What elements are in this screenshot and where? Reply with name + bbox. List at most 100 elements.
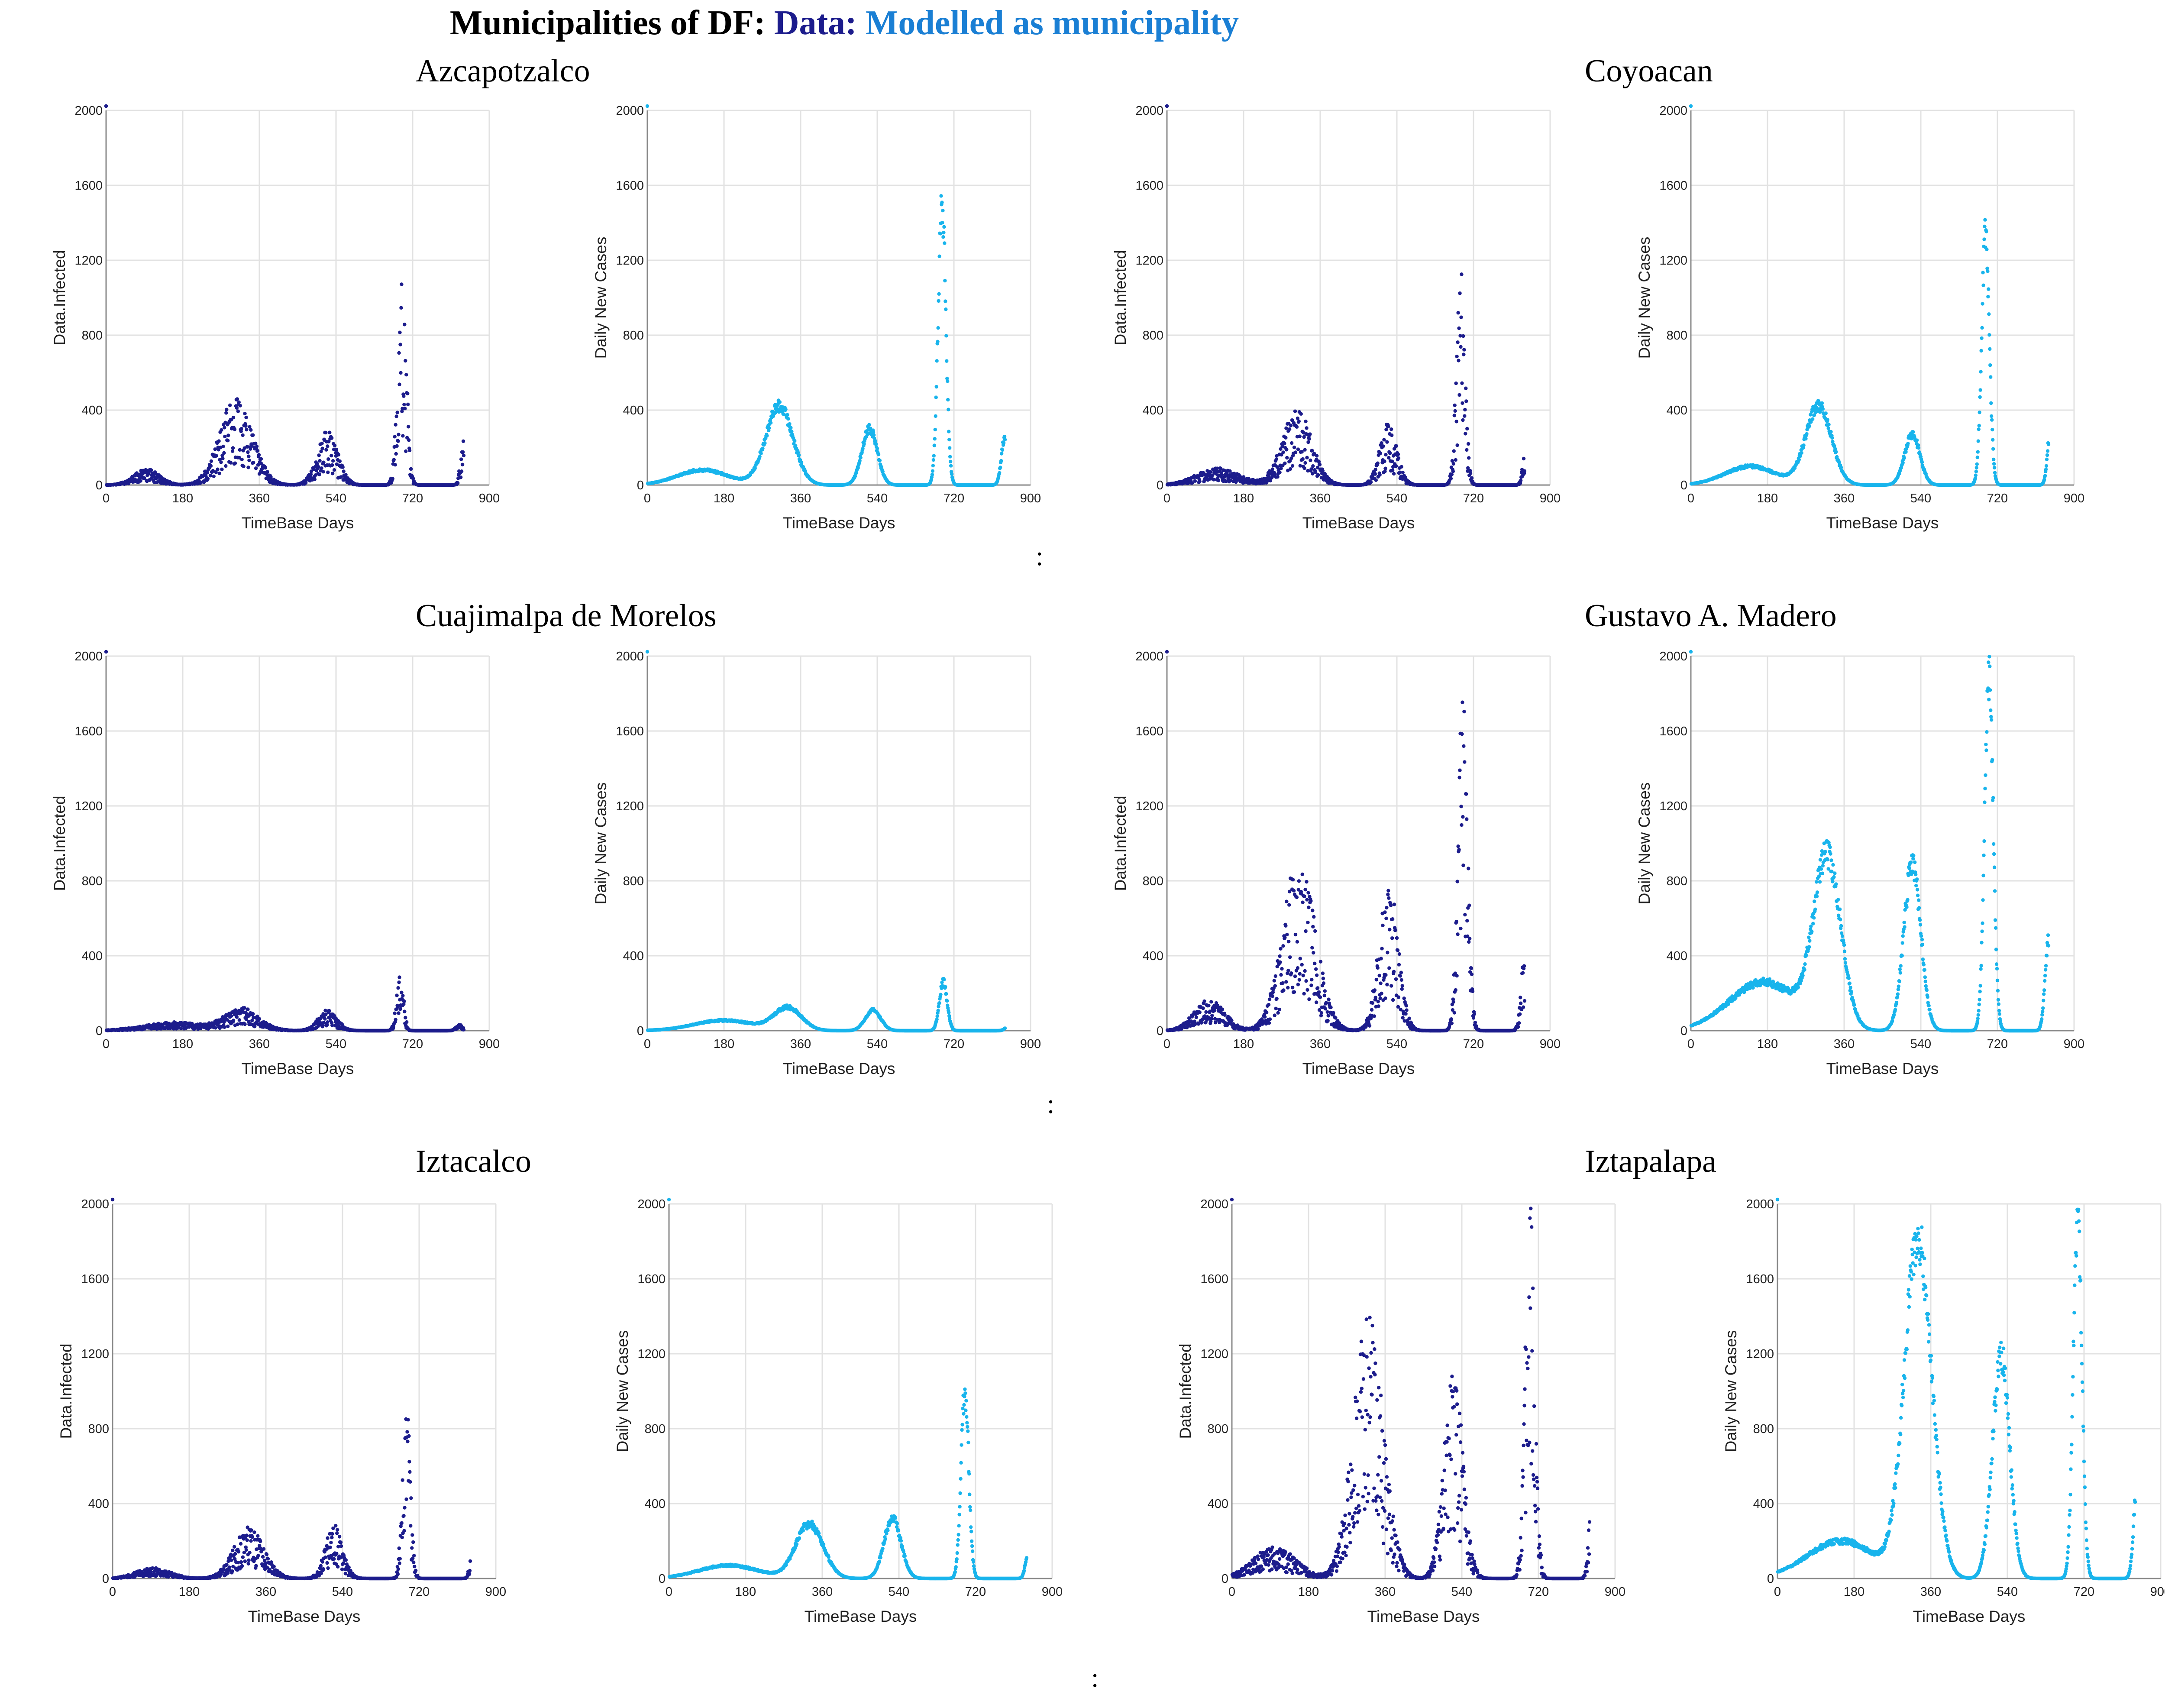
data-point (944, 299, 947, 303)
data-point (1809, 413, 1813, 417)
data-point (944, 334, 948, 338)
data-point (947, 446, 952, 450)
y-tick-label: 0 (1157, 479, 1163, 492)
data-point (403, 323, 407, 327)
figure-title-prefix: Municipalities of DF: (449, 4, 774, 42)
y-tick-label: 800 (82, 874, 103, 888)
data-point (320, 466, 323, 470)
data-point (395, 411, 399, 414)
data-point (999, 452, 1004, 456)
data-point (149, 468, 153, 472)
data-point (2046, 442, 2051, 446)
data-point (398, 330, 402, 334)
data-point (1312, 452, 1316, 456)
y-tick-label: 1200 (1135, 254, 1163, 268)
data-point (231, 446, 235, 450)
series-points (645, 650, 1007, 1033)
x-tick-label: 540 (326, 1037, 346, 1051)
group-title-coyoacan: Coyoacan (1585, 53, 1713, 89)
data-point (333, 443, 337, 447)
data-point (249, 447, 252, 451)
data-point (1464, 386, 1468, 390)
data-point (1373, 472, 1377, 476)
data-point (1386, 424, 1390, 429)
data-point (940, 201, 944, 204)
data-point (1198, 479, 1202, 483)
data-point (1396, 452, 1400, 456)
data-point (391, 477, 394, 481)
data-point (396, 1005, 400, 1009)
data-point (396, 439, 400, 443)
y-tick-label: 1600 (1659, 179, 1687, 193)
data-point (950, 472, 954, 476)
data-point (400, 282, 404, 286)
data-point (1279, 466, 1283, 470)
data-point (230, 449, 235, 453)
data-point (1298, 464, 1302, 468)
data-point (878, 459, 882, 463)
data-point (937, 299, 940, 303)
data-point (244, 424, 248, 428)
x-tick-label: 360 (1834, 492, 1855, 505)
data-point (263, 466, 267, 470)
data-point (934, 414, 937, 418)
data-point (1449, 476, 1453, 481)
data-point (339, 475, 343, 479)
data-point (1987, 287, 1991, 291)
data-point (1457, 393, 1461, 397)
data-point (1190, 481, 1194, 485)
data-point (1283, 461, 1287, 466)
data-point (999, 459, 1003, 463)
data-point (259, 457, 263, 461)
data-point (322, 1021, 326, 1025)
y-tick-label: 0 (637, 1024, 644, 1038)
x-axis-label: TimeBase Days (783, 1060, 895, 1077)
data-point (459, 475, 463, 479)
data-point (867, 423, 871, 427)
data-point (1468, 471, 1473, 475)
data-point (1824, 411, 1828, 415)
data-point (244, 1017, 248, 1021)
data-point (1991, 438, 1995, 442)
data-point (406, 425, 410, 429)
y-tick-label: 400 (1667, 404, 1687, 417)
figure-title-data-legend: Data: (774, 4, 866, 42)
data-point (1381, 444, 1385, 448)
data-point (1369, 480, 1373, 484)
data-point (1298, 434, 1302, 438)
series-points (1165, 104, 1527, 487)
data-point (250, 1019, 254, 1022)
data-point (1988, 363, 1992, 367)
data-point (943, 241, 947, 245)
data-point (1986, 269, 1990, 273)
data-point (1453, 409, 1457, 413)
data-point (1519, 479, 1523, 482)
data-point (397, 382, 401, 386)
y-tick-label: 800 (623, 329, 644, 343)
data-point (1284, 426, 1288, 430)
x-tick-label: 540 (1386, 492, 1407, 505)
data-point (246, 1007, 250, 1011)
data-point (1306, 469, 1310, 473)
data-point (236, 1022, 240, 1026)
data-point (393, 435, 397, 439)
group-title-iztapalapa: Iztapalapa (1585, 1144, 1716, 1179)
data-point (767, 426, 771, 430)
data-point (758, 455, 762, 459)
data-point (213, 447, 217, 451)
x-tick-label: 180 (172, 492, 193, 505)
data-point (1378, 451, 1382, 456)
data-point (645, 650, 650, 654)
data-point (1802, 443, 1806, 447)
data-point (1376, 461, 1380, 465)
data-point (212, 474, 216, 479)
data-point (1288, 467, 1293, 471)
data-point (331, 459, 335, 463)
data-point (1396, 456, 1401, 460)
data-point (1315, 454, 1319, 458)
y-tick-label: 400 (82, 404, 103, 417)
data-point (255, 449, 260, 453)
group-title-azcapotzalco: Azcapotzalco (416, 53, 590, 89)
x-tick-label: 0 (103, 1037, 110, 1051)
data-point (797, 453, 801, 457)
